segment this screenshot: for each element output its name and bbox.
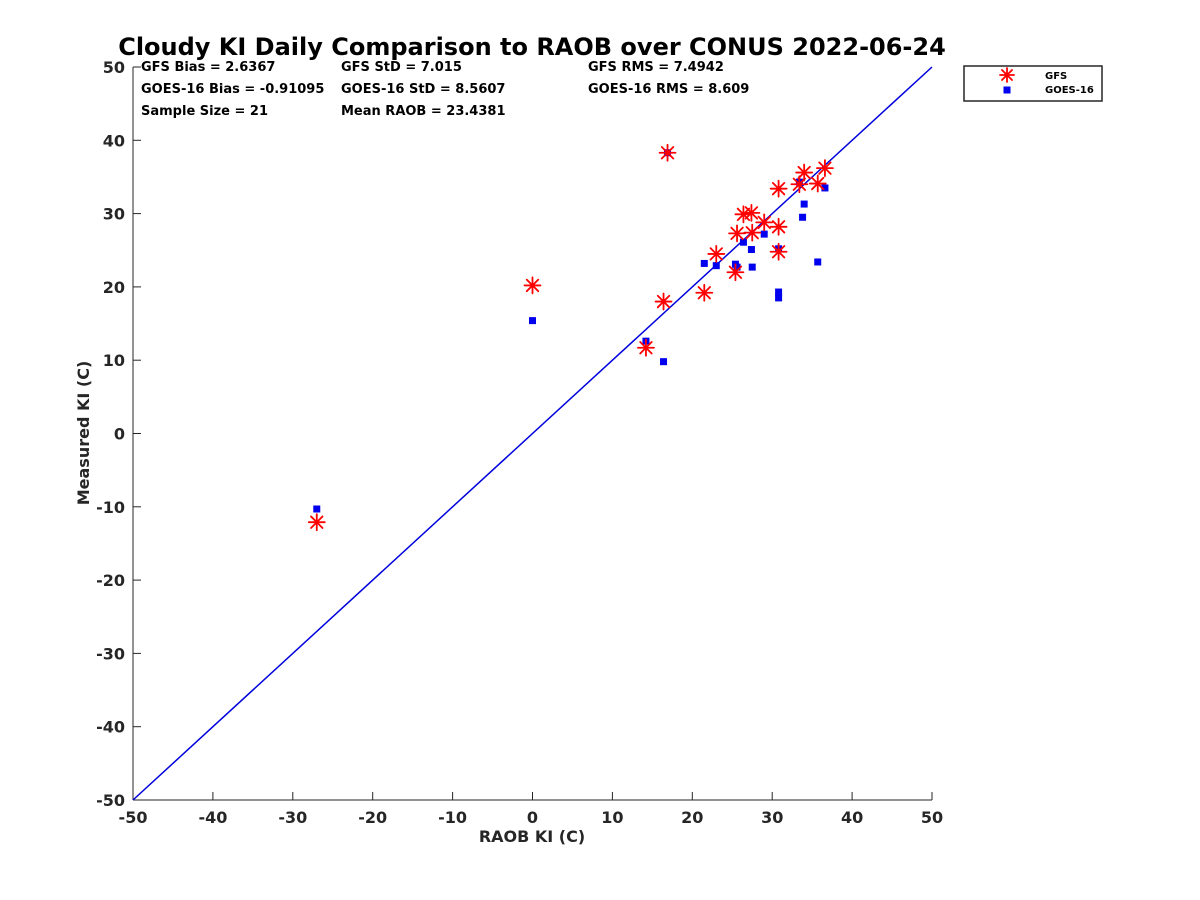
y-tick-label: -50 <box>96 791 125 810</box>
gfs-data-point <box>769 179 788 198</box>
stat-mean-raob: Mean RAOB = 23.4381 <box>341 104 506 119</box>
goes-data-point <box>748 263 756 271</box>
x-tick-label: 10 <box>601 808 623 827</box>
x-tick-label: -50 <box>119 808 148 827</box>
goes-data-point <box>775 288 783 296</box>
legend-gfs-marker <box>999 67 1015 83</box>
y-tick-label: 20 <box>103 278 125 297</box>
gfs-data-point <box>769 242 788 261</box>
gfs-data-point <box>795 163 814 182</box>
plot-area: -50 -40 -30 -20 -10 0 10 20 30 40 50 -50 -40 -30 -20 -1… <box>96 58 943 827</box>
gfs-data-point <box>726 263 745 282</box>
goes-data-point <box>739 238 747 246</box>
y-tick-label: -20 <box>96 571 125 590</box>
goes-data-point <box>529 317 536 325</box>
goes-data-point <box>747 246 755 254</box>
gfs-data-point <box>743 223 762 242</box>
stat-goes-bias: GOES-16 Bias = -0.91095 <box>141 82 324 97</box>
goes-data-point <box>814 258 822 266</box>
gfs-data-point <box>755 213 774 232</box>
x-axis-label: RAOB KI (C) <box>479 827 585 846</box>
legend-goes-marker <box>1003 86 1011 94</box>
y-axis-label: Measured KI (C) <box>74 361 93 506</box>
x-tick-label: 20 <box>681 808 703 827</box>
legend-goes-label: GOES-16 <box>1045 85 1094 96</box>
gfs-data-point <box>658 143 677 162</box>
gfs-data-point <box>695 283 714 302</box>
gfs-data-point <box>707 245 726 263</box>
x-tick-label: 0 <box>527 808 538 827</box>
legend-gfs-label: GFS <box>1045 71 1067 82</box>
gfs-data-point <box>769 217 788 236</box>
gfs-data-point <box>637 338 655 357</box>
gfs-data-point <box>728 224 746 243</box>
chart-title: Cloudy KI Daily Comparison to RAOB over … <box>118 33 946 61</box>
statistics-block: GFS Bias = 2.6367 GFS StD = 7.015 GFS RM… <box>141 60 749 119</box>
legend-gfs-symbol <box>999 67 1015 83</box>
gfs-data-point <box>808 174 827 193</box>
y-tick-label: -40 <box>96 718 125 737</box>
goes-data-point <box>821 184 829 192</box>
y-tick-label: 40 <box>103 131 125 150</box>
x-tick-label: 30 <box>761 808 783 827</box>
stat-sample-size: Sample Size = 21 <box>141 104 268 119</box>
goes-data-point <box>799 213 807 221</box>
y-tick-label: -10 <box>96 498 125 517</box>
gfs-data-point <box>523 276 542 295</box>
goes-data-point <box>700 259 708 267</box>
stat-goes-rms: GOES-16 RMS = 8.609 <box>588 82 749 97</box>
stat-gfs-bias: GFS Bias = 2.6367 <box>141 60 275 75</box>
gfs-data-point <box>742 203 761 222</box>
gfs-data-point <box>816 159 834 178</box>
gfs-data-point <box>790 175 809 194</box>
gfs-data-point <box>654 292 673 311</box>
x-tick-label: -10 <box>438 808 467 827</box>
x-tick-label: -40 <box>198 808 227 827</box>
data-marks <box>307 143 834 532</box>
legend-goes-symbol <box>1003 86 1011 94</box>
x-tick-label: -30 <box>278 808 307 827</box>
axis-ticks: -50 -40 -30 -20 -10 0 10 20 30 40 50 -50 -40 -30 -20 -1… <box>96 58 943 827</box>
y-tick-label: -30 <box>96 644 125 663</box>
legend: GFS GOES-16 <box>963 65 1103 102</box>
goes-data-point <box>660 358 668 366</box>
goes-data-point <box>313 505 321 513</box>
x-tick-label: 50 <box>921 808 943 827</box>
goes-data-point <box>760 230 768 238</box>
x-tick-label: -20 <box>358 808 387 827</box>
x-tick-label: 40 <box>841 808 863 827</box>
goes-data-point <box>733 263 741 271</box>
y-tick-label: 0 <box>114 425 125 444</box>
goes-data-point <box>775 294 783 302</box>
legend-box <box>963 65 1103 102</box>
y-tick-label: 30 <box>103 205 125 224</box>
goes-data-point <box>712 262 720 270</box>
y-tick-label: 10 <box>103 351 125 370</box>
stat-goes-std: GOES-16 StD = 8.5607 <box>341 82 505 97</box>
stat-gfs-std: GFS StD = 7.015 <box>341 60 462 75</box>
y-tick-label: 50 <box>103 58 125 77</box>
gfs-data-point <box>307 513 326 532</box>
stat-gfs-rms: GFS RMS = 7.4942 <box>588 60 724 75</box>
goes-data-point <box>800 200 808 208</box>
